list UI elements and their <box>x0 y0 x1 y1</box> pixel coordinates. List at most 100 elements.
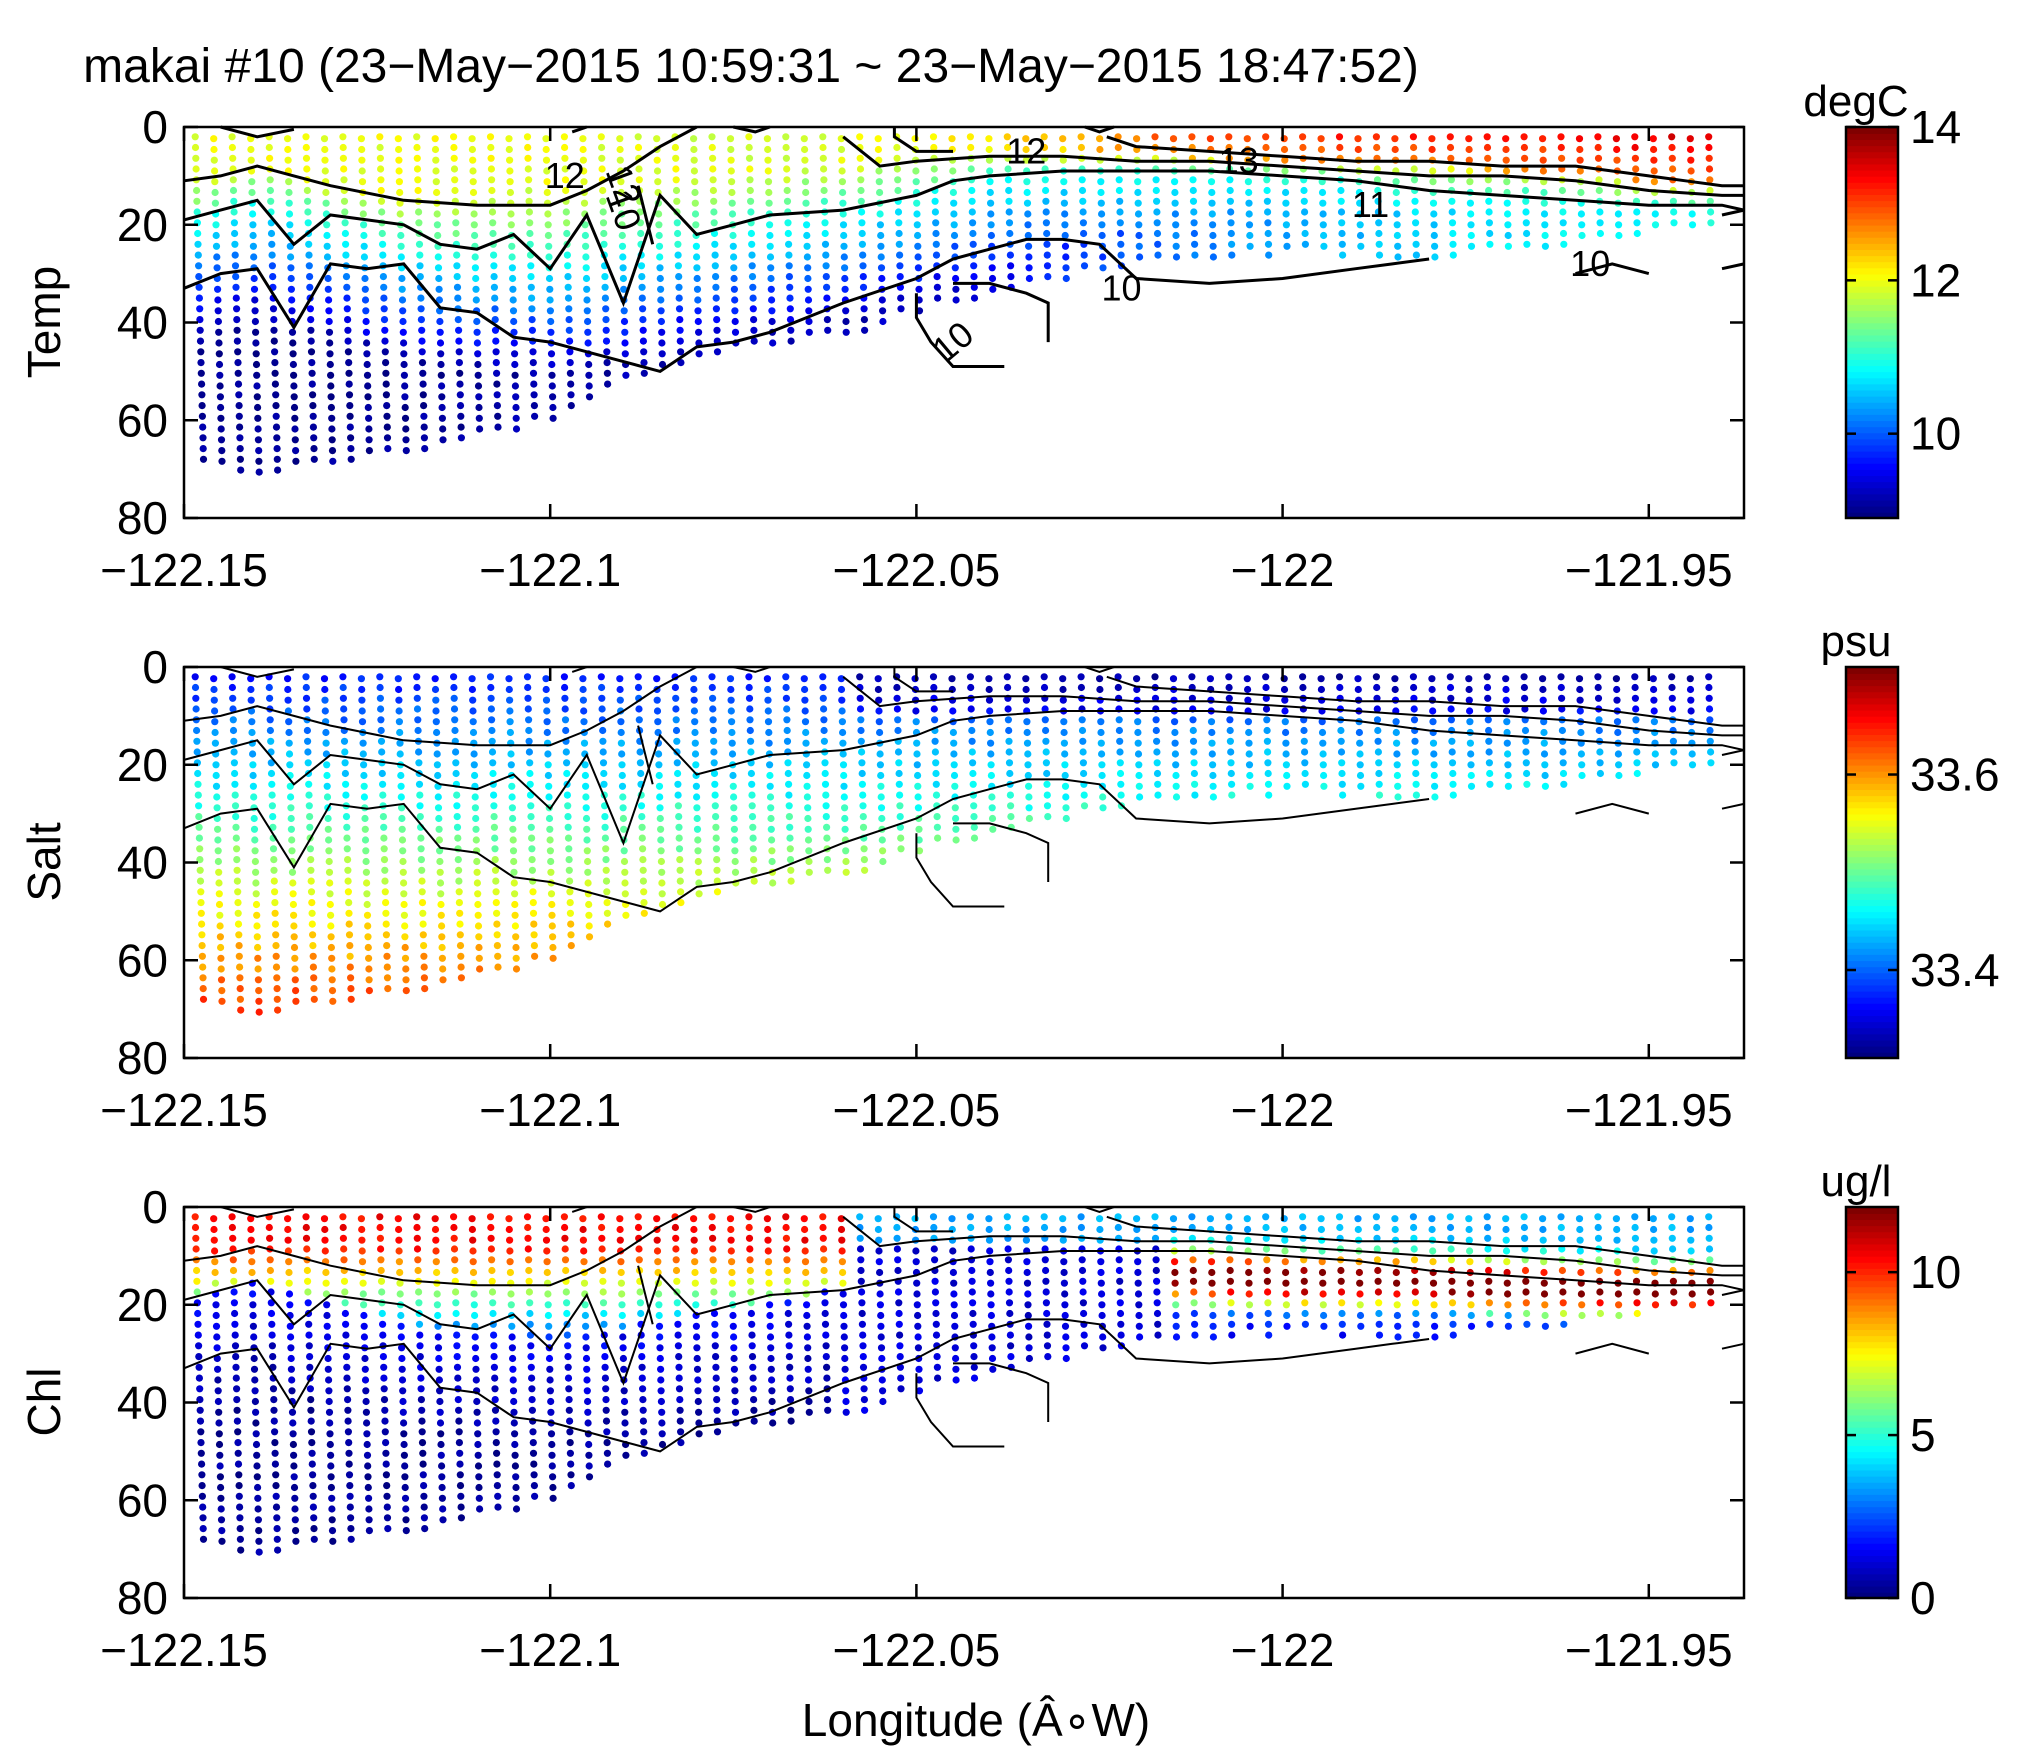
salt-dot <box>1319 750 1327 758</box>
salt-dot <box>365 954 373 962</box>
chl-dot <box>193 1266 201 1275</box>
salt-dot <box>567 942 575 950</box>
salt-dot <box>492 888 500 896</box>
salt-dot <box>1226 705 1234 713</box>
salt-dot <box>456 931 464 939</box>
salt-dot <box>265 683 273 692</box>
temp-dot <box>728 199 736 207</box>
temp-dot <box>618 242 627 250</box>
chl-dot <box>768 1376 776 1384</box>
chl-dot <box>819 1213 827 1221</box>
chl-dot <box>598 1234 606 1242</box>
temp-dot <box>727 145 735 154</box>
temp-dot <box>585 360 593 369</box>
temp-dot <box>1062 264 1070 272</box>
chl-dot <box>195 1342 203 1350</box>
temp-dot <box>1577 210 1585 218</box>
chl-dot <box>545 1354 554 1363</box>
salt-dot <box>1025 782 1033 790</box>
chl-dot <box>580 1279 589 1287</box>
chl-dot <box>1062 1354 1070 1363</box>
salt-dot <box>1523 769 1531 778</box>
temp-dot <box>377 165 385 173</box>
salt-dot <box>804 825 812 833</box>
salt-dot <box>1596 759 1604 767</box>
chl-colorbar-swatch <box>1846 1237 1898 1245</box>
temp-dot <box>195 294 203 302</box>
chl-dot <box>288 1408 297 1416</box>
salt-colorbar-swatch <box>1846 764 1898 772</box>
salt-dot <box>693 793 701 801</box>
salt-dot <box>1171 750 1179 758</box>
temp-dot <box>914 231 922 240</box>
chl-dot <box>343 1363 351 1371</box>
salt-colorbar-swatch <box>1846 880 1898 888</box>
temp-dot <box>433 188 441 197</box>
salt-dot <box>1097 718 1105 726</box>
salt-dot <box>417 845 425 853</box>
chl-dot <box>254 1483 262 1492</box>
chl-dot <box>987 1279 995 1287</box>
temp-dot <box>474 382 483 390</box>
temp-dot <box>728 210 737 218</box>
salt-dot <box>987 739 995 747</box>
salt-dot <box>402 987 410 995</box>
salt-dot <box>347 985 355 993</box>
chl-dot <box>1373 1234 1381 1242</box>
salt-dot <box>1007 802 1015 810</box>
chl-dot <box>1152 1256 1160 1264</box>
salt-dot <box>1374 737 1382 745</box>
chl-dot <box>782 1213 790 1221</box>
salt-dot <box>236 985 244 993</box>
chl-dot <box>858 1309 866 1318</box>
temp-colorbar-swatch <box>1846 456 1898 464</box>
temp-dot <box>1171 178 1179 186</box>
temp-dot <box>1576 145 1584 154</box>
chl-dot <box>269 1385 278 1393</box>
salt-dot <box>838 707 846 715</box>
salt-dot <box>376 673 384 681</box>
chl-dot <box>1521 1234 1529 1242</box>
salt-dot <box>1227 748 1235 756</box>
temp-dot <box>306 305 314 313</box>
salt-dot <box>1079 748 1087 756</box>
chl-dot <box>1264 1320 1273 1328</box>
temp-dot <box>914 242 922 250</box>
chl-dot <box>527 1342 535 1350</box>
salt-colorbar-swatch <box>1846 1045 1898 1053</box>
chl-dot <box>731 1376 739 1384</box>
chl-dot <box>969 1320 977 1328</box>
salt-dot <box>343 845 351 853</box>
chl-contour-line <box>953 1362 1050 1422</box>
salt-dot <box>1003 673 1011 681</box>
chl-dot <box>932 1320 940 1328</box>
chl-dot <box>268 1342 276 1350</box>
salt-dot <box>1338 780 1346 788</box>
salt-dot <box>1356 750 1364 758</box>
chl-dot <box>216 1451 224 1459</box>
salt-dot <box>1226 716 1234 724</box>
temp-dot <box>603 369 612 377</box>
temp-dot <box>635 165 643 173</box>
salt-dot <box>621 868 629 876</box>
chl-dot <box>561 1245 569 1253</box>
salt-dot <box>1615 771 1623 780</box>
temp-dot <box>1116 208 1124 216</box>
chl-dot <box>509 1376 517 1384</box>
chl-dot <box>914 1322 922 1330</box>
chl-dot <box>546 1365 554 1373</box>
temp-dot <box>362 328 370 336</box>
temp-dot <box>820 165 828 173</box>
chl-dot <box>396 1268 404 1277</box>
chl-dot <box>511 1440 519 1449</box>
salt-dot <box>216 933 224 941</box>
temp-dot <box>841 274 849 283</box>
salt-colorbar-swatch <box>1846 825 1898 833</box>
salt-dot <box>783 705 791 713</box>
temp-dot <box>421 445 429 453</box>
temp-dot <box>579 135 587 143</box>
salt-dot <box>840 793 848 801</box>
chl-dot <box>1594 1213 1602 1221</box>
chl-dot <box>524 1245 532 1253</box>
